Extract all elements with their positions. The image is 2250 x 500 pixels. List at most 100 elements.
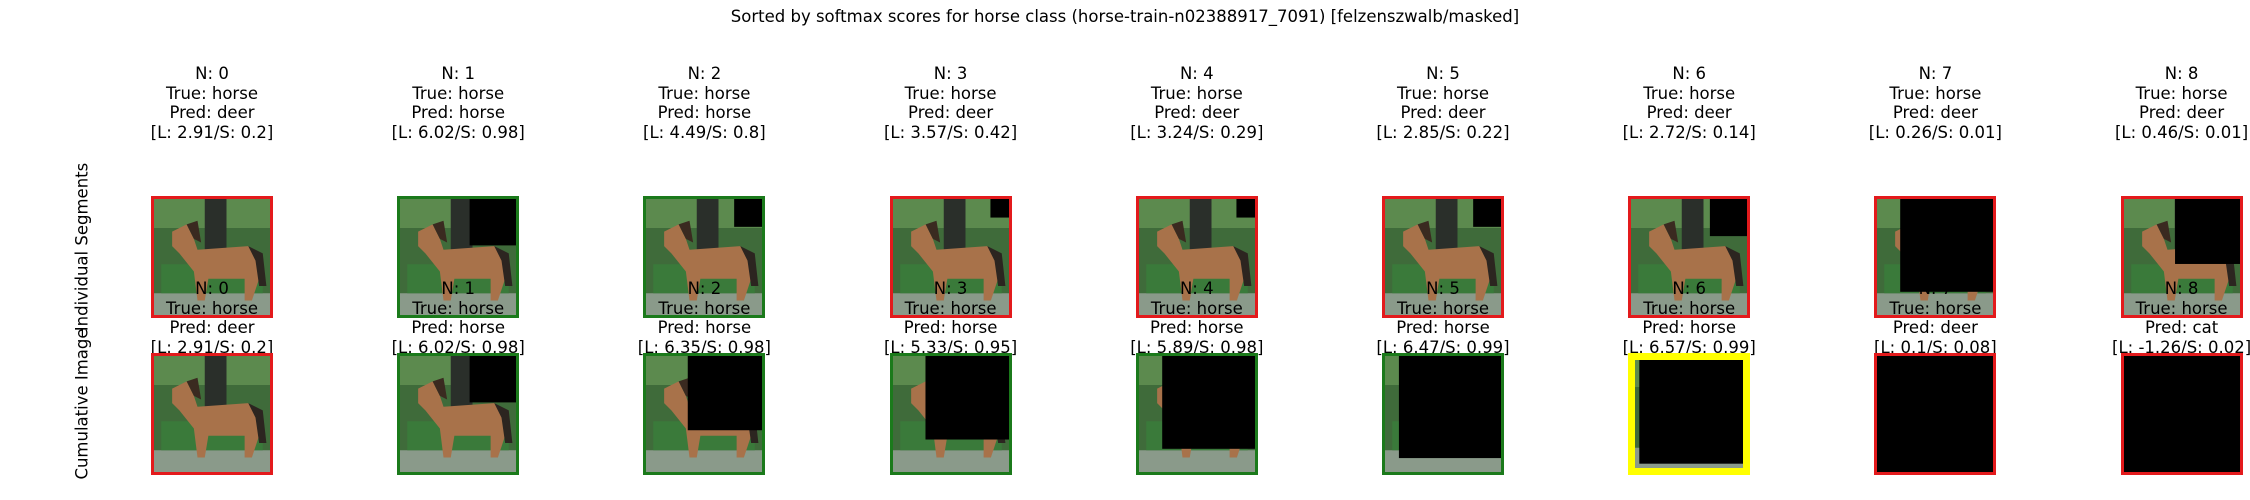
panel-title: N: 4 True: horse Pred: horse [L: 5.89/S: 0.…	[1067, 279, 1327, 357]
segment-thumbnail	[397, 196, 520, 318]
panel-title-line: [L: 0.46/S: 0.01]	[2115, 122, 2249, 142]
panel-title: N: 6 True: horse Pred: horse [L: 6.57/S: 0.…	[1559, 279, 1819, 357]
panel-title-line: True: horse	[1643, 298, 1736, 318]
panel-title-line: Pred: horse	[1396, 318, 1490, 337]
panel-title-line: N: 3	[933, 279, 968, 298]
panel-title-line: Pred: horse	[1149, 318, 1244, 337]
panel-title: N: 4 True: horse Pred: deer [L: 3.24/S: 0.2…	[1067, 64, 1327, 142]
panel-title-line: [L: -1.26/S: 0.02]	[2112, 337, 2250, 357]
panel-title-line: Pred: deer	[1400, 103, 1486, 122]
panel-title-line: [L: 6.47/S: 0.99]	[1376, 337, 1510, 357]
panel-title-line: Pred: horse	[1642, 318, 1736, 337]
panel-title-line: N: 1	[441, 64, 476, 83]
segment-thumbnail	[2120, 196, 2243, 318]
panel-title-line: True: horse	[904, 83, 997, 103]
panel-title: N: 5 True: horse Pred: deer [L: 2.85/S: 0.2…	[1313, 64, 1573, 142]
panel-title-line: Pred: horse	[411, 318, 505, 337]
panel-title-line: True: horse	[1643, 83, 1736, 103]
panel-title-line: [L: 6.35/S: 0.98]	[637, 337, 771, 357]
panel-title-line: N: 5	[1426, 279, 1460, 298]
panel-title-line: N: 7	[1918, 64, 1953, 83]
segment-thumbnail	[1135, 353, 1258, 475]
panel-title-line: True: horse	[166, 83, 258, 103]
panel-title-line: True: horse	[2135, 83, 2228, 103]
panel-title-line: True: horse	[904, 298, 997, 318]
panel-title-line: N: 3	[933, 64, 968, 83]
panel-title-line: Pred: horse	[903, 318, 998, 337]
panel-title-line: [L: 2.85/S: 0.22]	[1376, 122, 1510, 142]
panel-title-line: N: 6	[1672, 64, 1707, 83]
panel-title-line: N: 2	[687, 279, 722, 298]
panel-title-line: True: horse	[1150, 83, 1243, 103]
panel-title-line: True: horse	[658, 298, 751, 318]
panel-title: N: 1 True: horse Pred: horse [L: 6.02/S: 0.…	[328, 64, 588, 142]
panel-title-line: True: horse	[412, 298, 505, 318]
panel-title-line: Pred: deer	[169, 103, 255, 122]
panel-title-line: Pred: cat	[2145, 318, 2219, 337]
panel-title-line: True: horse	[1397, 298, 1489, 318]
panel-title-line: True: horse	[166, 298, 258, 318]
panel-title-line: True: horse	[658, 83, 751, 103]
panel-title-line: [L: 6.02/S: 0.98]	[391, 122, 525, 142]
segment-thumbnail	[151, 196, 273, 318]
panel-title: N: 3 True: horse Pred: deer [L: 3.57/S: 0.4…	[821, 64, 1081, 142]
panel-title-line: N: 4	[1179, 279, 1214, 298]
panel-title-line: N: 0	[195, 64, 229, 83]
panel-title: N: 5 True: horse Pred: horse [L: 6.47/S: 0.…	[1313, 279, 1573, 357]
segment-thumbnail	[1874, 353, 1997, 475]
panel-title-line: Pred: horse	[411, 103, 505, 122]
panel-title-line: [L: 6.02/S: 0.98]	[391, 337, 525, 357]
panel-title-line: [L: 2.91/S: 0.2]	[150, 122, 274, 142]
panel-title: N: 6 True: horse Pred: deer [L: 2.72/S: 0.1…	[1559, 64, 1819, 142]
segment-thumbnail	[889, 353, 1012, 475]
panel-title-line: True: horse	[412, 83, 505, 103]
panel-title-line: N: 0	[195, 279, 229, 298]
panel-title-line: N: 1	[441, 279, 476, 298]
panel-title-line: N: 4	[1179, 64, 1214, 83]
segment-thumbnail	[889, 196, 1012, 318]
panel-title-line: N: 7	[1918, 279, 1953, 298]
segment-thumbnail	[1874, 196, 1997, 318]
panel-title-line: [L: 6.57/S: 0.99]	[1622, 337, 1756, 357]
segment-thumbnail	[643, 353, 766, 475]
panel-title-line: Pred: deer	[908, 103, 994, 122]
panel-title: N: 2 True: horse Pred: horse [L: 6.35/S: 0.…	[574, 279, 834, 357]
panel-title-line: Pred: deer	[169, 318, 255, 337]
panel-title-line: [L: 2.91/S: 0.2]	[150, 337, 274, 357]
panel-title-line: Pred: horse	[657, 318, 752, 337]
panel-title-line: N: 2	[687, 64, 722, 83]
panel-title: N: 7 True: horse Pred: deer [L: 0.26/S: 0.0…	[1805, 64, 2065, 142]
panel-title-line: N: 6	[1672, 279, 1707, 298]
panel-title: N: 2 True: horse Pred: horse [L: 4.49/S: 0.…	[574, 64, 834, 142]
segment-thumbnail	[397, 353, 520, 475]
segment-thumbnail	[151, 353, 273, 475]
panel-title-line: [L: 4.49/S: 0.8]	[643, 122, 766, 142]
panel-title-line: N: 8	[2164, 279, 2199, 298]
panel-title: N: 7 True: horse Pred: deer [L: 0.1/S: 0.08…	[1805, 279, 2065, 357]
segment-thumbnail	[1628, 353, 1751, 475]
panel-title-line: Pred: deer	[1646, 103, 1732, 122]
segment-thumbnail	[2120, 353, 2243, 475]
panel-title: N: 3 True: horse Pred: horse [L: 5.33/S: 0.…	[821, 279, 1081, 357]
segment-thumbnail	[643, 196, 766, 318]
figure-title: Sorted by softmax scores for horse class…	[730, 7, 1520, 26]
panel-title-line: True: horse	[2135, 298, 2228, 318]
segment-thumbnail	[1382, 196, 1504, 318]
panel-title-line: True: horse	[1150, 298, 1243, 318]
panel-title-line: [L: 3.57/S: 0.42]	[884, 122, 1018, 142]
panel-title-line: Pred: deer	[2139, 103, 2225, 122]
segment-thumbnail	[1135, 196, 1258, 318]
panel-title-line: [L: 0.1/S: 0.08]	[1874, 337, 1997, 357]
panel-title-line: [L: 2.72/S: 0.14]	[1622, 122, 1756, 142]
panel-title-line: N: 8	[2164, 64, 2199, 83]
panel-title-line: Pred: deer	[1154, 103, 1240, 122]
panel-title-line: [L: 5.89/S: 0.98]	[1130, 337, 1264, 357]
panel-title-line: Pred: horse	[657, 103, 752, 122]
panel-title: N: 0 True: horse Pred: deer [L: 2.91/S: 0.2…	[82, 64, 342, 142]
panel-title-line: [L: 0.26/S: 0.01]	[1868, 122, 2002, 142]
panel-title-line: Pred: deer	[1892, 103, 1978, 122]
panel-title-line: True: horse	[1397, 83, 1489, 103]
panel-title-line: True: horse	[1889, 83, 1982, 103]
panel-title: N: 8 True: horse Pred: cat [L: -1.26/S: 0.0…	[2052, 279, 2250, 357]
segment-thumbnail	[1382, 353, 1504, 475]
